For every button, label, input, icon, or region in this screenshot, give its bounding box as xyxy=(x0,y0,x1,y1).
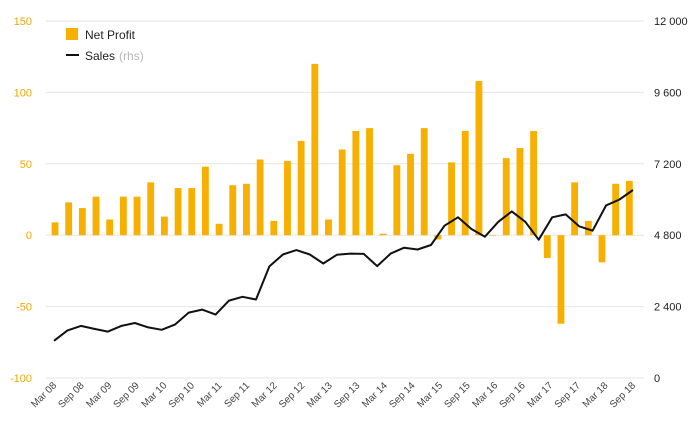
net-profit-bar xyxy=(543,235,551,259)
x-tick-label: Sep 12 xyxy=(277,380,307,410)
net-profit-bar xyxy=(92,196,100,236)
left-tick-label: -50 xyxy=(16,302,32,314)
x-tick-label: Sep 09 xyxy=(112,380,142,410)
left-tick-label: 100 xyxy=(14,87,32,99)
x-tick-label: Sep 17 xyxy=(553,380,583,410)
x-tick-label: Sep 08 xyxy=(56,380,86,410)
legend-sales-label: Sales xyxy=(85,49,115,63)
legend-rhs-label: (rhs) xyxy=(119,49,144,63)
net-profit-bar xyxy=(160,216,168,236)
x-tick-label: Mar 15 xyxy=(415,380,445,410)
net-profit-bar xyxy=(174,188,182,236)
left-tick-label: 150 xyxy=(14,16,32,28)
left-tick-label: -100 xyxy=(10,373,32,385)
right-tick-label: 0 xyxy=(654,373,660,385)
net-profit-bar xyxy=(407,153,414,236)
net-profit-bar xyxy=(78,208,86,236)
left-tick-label: 0 xyxy=(26,230,32,242)
net-profit-bar xyxy=(448,162,455,236)
net-profit-bar xyxy=(188,188,196,236)
net-profit-bar xyxy=(202,166,209,236)
net-profit-bar xyxy=(243,183,250,236)
net-profit-bar xyxy=(270,220,278,236)
x-tick-label: Sep 11 xyxy=(222,380,252,410)
net-profit-bar xyxy=(338,149,346,236)
x-tick-label: Sep 13 xyxy=(332,380,362,410)
net-profit-bar xyxy=(475,80,483,236)
left-tick-label: 50 xyxy=(20,159,32,171)
net-profit-bar xyxy=(502,158,510,236)
x-tick-label: Mar 10 xyxy=(140,380,170,410)
net-profit-bar xyxy=(256,159,264,236)
net-profit-bar xyxy=(379,233,387,236)
net-profit-bar xyxy=(612,183,620,236)
net-profit-bar xyxy=(284,160,291,236)
legend-net-profit-label: Net Profit xyxy=(85,28,136,42)
net-profit-bar xyxy=(393,165,401,236)
net-profit-bar xyxy=(516,148,524,236)
net-profit-bar xyxy=(325,219,332,236)
x-tick-label: Mar 08 xyxy=(29,380,59,410)
net-profit-bar xyxy=(366,128,373,236)
net-profit-bar xyxy=(65,202,73,236)
x-tick-label: Sep 10 xyxy=(167,380,197,410)
net-profit-bar xyxy=(147,182,155,236)
net-profit-bar xyxy=(598,235,606,263)
net-profit-bar xyxy=(229,185,237,236)
net-profit-bar xyxy=(297,140,305,236)
legend: Net Profit Sales (rhs) xyxy=(66,28,144,63)
net-profit-bar xyxy=(434,235,442,240)
net-profit-bar xyxy=(311,63,319,236)
x-tick-label: Mar 12 xyxy=(250,380,280,410)
net-profit-bars xyxy=(51,63,633,324)
right-tick-label: 9 600 xyxy=(654,87,682,99)
x-tick-label: Sep 16 xyxy=(498,380,528,410)
x-tick-label: Mar 17 xyxy=(526,380,556,410)
right-tick-label: 2 400 xyxy=(654,302,682,314)
net-profit-bar xyxy=(489,235,496,236)
net-profit-bar xyxy=(51,222,59,236)
net-profit-bar xyxy=(461,130,469,236)
net-profit-bar xyxy=(352,130,360,236)
net-profit-bar xyxy=(584,220,592,236)
x-tick-label: Sep 18 xyxy=(608,380,638,410)
right-tick-label: 12 000 xyxy=(654,16,688,28)
sales-line xyxy=(53,189,634,342)
net-profit-bar xyxy=(106,219,114,236)
net-profit-bar xyxy=(557,235,565,324)
right-tick-label: 4 800 xyxy=(654,230,682,242)
x-tick-label: Mar 18 xyxy=(581,380,611,410)
x-tick-label: Mar 14 xyxy=(360,380,390,410)
x-tick-label: Sep 15 xyxy=(442,380,472,410)
sales-series-line xyxy=(53,189,634,342)
net-profit-bar xyxy=(133,196,141,236)
net-profit-bar xyxy=(625,180,633,236)
x-tick-label: Mar 09 xyxy=(84,380,114,410)
net-profit-bar xyxy=(420,128,428,236)
net-profit-bar xyxy=(530,130,538,236)
net-profit-bar xyxy=(119,196,127,236)
left-axis: 150 100 50 0 -50 -100 xyxy=(10,16,32,385)
right-tick-label: 7 200 xyxy=(654,159,682,171)
x-tick-label: Mar 11 xyxy=(195,380,225,410)
net-profit-bar xyxy=(571,182,579,236)
right-axis: 12 000 9 600 7 200 4 800 2 400 0 xyxy=(654,16,688,385)
x-tick-label: Mar 16 xyxy=(470,380,500,410)
x-tick-label: Mar 13 xyxy=(305,380,335,410)
svg-text:Sales(rhs): Sales (rhs) xyxy=(85,49,144,63)
net-profit-bar xyxy=(215,223,223,236)
legend-bar-swatch xyxy=(66,28,78,40)
x-tick-label: Sep 14 xyxy=(387,380,417,410)
